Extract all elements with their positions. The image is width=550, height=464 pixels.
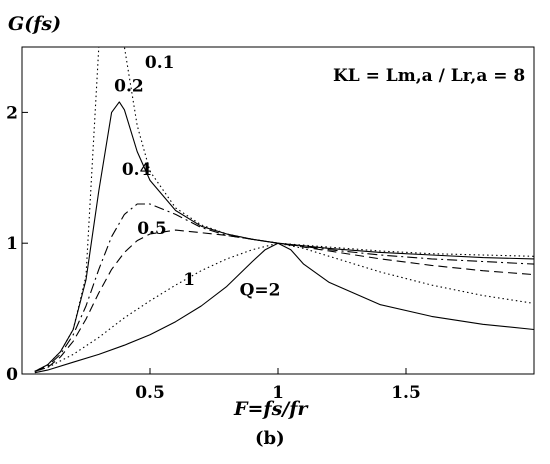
curve-label-3: 0.5	[137, 219, 167, 239]
axis-ticks: 0.5 1 1.5 0 1 2	[6, 103, 421, 403]
curve-labels: 0.10.2 0.4 0.5 1 Q=2	[114, 53, 280, 301]
series-line-3	[34, 229, 534, 372]
x-tick-label-2: 1.5	[391, 383, 421, 403]
curve-label-2: 0.4	[122, 160, 152, 180]
y-axis-title-text: G(fs)	[8, 13, 61, 35]
curve-label-5: Q=2	[240, 281, 281, 301]
y-axis-title: G(fs)	[8, 13, 61, 35]
figure-caption: (b)	[255, 428, 285, 449]
plot-frame	[21, 46, 535, 375]
series-line-4	[34, 242, 534, 372]
x-tick-label-1: 1	[272, 383, 284, 403]
series-line-2	[34, 203, 534, 372]
kl-annotation: KL = Lm,a / Lr,a = 8	[333, 66, 525, 86]
x-axis-title: F=fs/fr	[233, 398, 309, 420]
y-tick-label-0: 0	[6, 365, 18, 385]
curve-label-4: 1	[183, 270, 195, 290]
series-line-0	[34, 47, 534, 372]
x-tick-label-0: 0.5	[135, 383, 165, 403]
curve-label-1: 0.2	[114, 76, 144, 96]
series-line-5	[34, 242, 534, 374]
curve-label-0: 0.1	[145, 53, 175, 73]
series-line-1	[34, 101, 534, 372]
y-tick-label-1: 1	[6, 234, 18, 254]
y-tick-label-2: 2	[6, 103, 18, 123]
series-group	[34, 47, 534, 374]
